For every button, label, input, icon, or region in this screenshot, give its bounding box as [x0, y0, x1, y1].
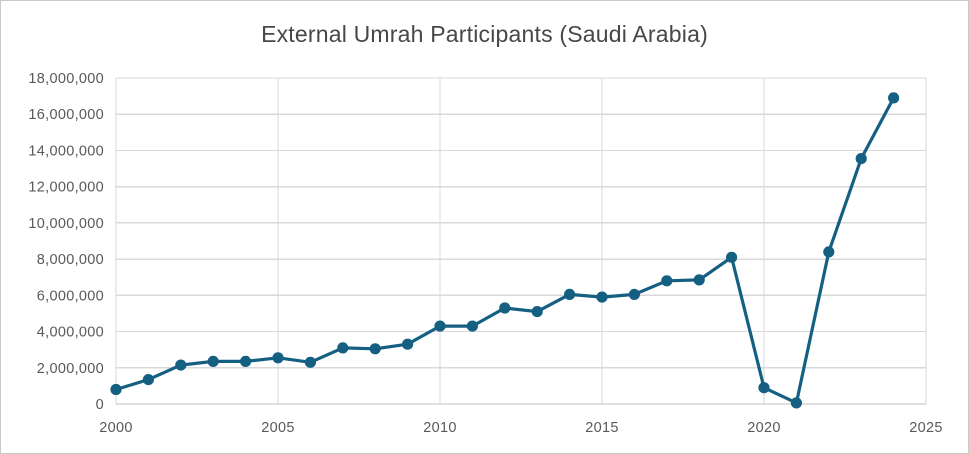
data-point-marker	[596, 291, 608, 303]
data-point-marker	[726, 251, 738, 263]
x-axis-tick-label: 2015	[585, 420, 618, 436]
y-axis-tick-label: 4,000,000	[37, 325, 104, 341]
data-point-marker	[823, 246, 835, 258]
data-point-marker	[434, 320, 446, 332]
data-point-marker	[304, 356, 316, 368]
series-line	[114, 96, 896, 405]
y-axis-tick-label: 2,000,000	[37, 361, 104, 377]
data-point-marker	[855, 153, 867, 165]
data-point-marker	[175, 359, 187, 371]
y-axis-tick-label: 6,000,000	[37, 288, 104, 304]
data-point-marker	[531, 306, 543, 318]
data-point-marker	[337, 342, 349, 354]
y-axis-tick-label: 10,000,000	[28, 216, 104, 232]
data-point-marker	[790, 397, 803, 409]
x-axis-tick-label: 2020	[747, 420, 780, 436]
data-point-marker	[661, 275, 673, 287]
y-axis-tick-label: 16,000,000	[28, 107, 104, 123]
y-axis-tick-label: 14,000,000	[28, 143, 104, 159]
chart-title: External Umrah Participants (Saudi Arabi…	[261, 21, 708, 47]
x-axis-tick-label: 2010	[423, 420, 456, 436]
x-axis-tick-label: 2000	[99, 420, 132, 436]
x-axis-tick-label: 2025	[909, 420, 942, 436]
y-axis-tick-label: 0	[96, 397, 104, 413]
data-point-marker	[628, 288, 641, 300]
data-point-marker	[207, 355, 219, 367]
data-point-marker	[693, 274, 705, 286]
y-axis-tick-label: 8,000,000	[37, 252, 104, 268]
data-point-marker	[888, 92, 900, 104]
x-axis-tick-label: 2005	[261, 420, 294, 436]
data-point-marker	[564, 288, 576, 300]
data-point-marker	[758, 382, 770, 394]
data-point-marker	[499, 302, 511, 314]
y-axis-tick-label: 18,000,000	[28, 71, 104, 87]
y-axis-tick-label: 12,000,000	[28, 180, 104, 196]
data-point-marker	[142, 374, 154, 386]
data-point-marker	[240, 355, 252, 367]
data-point-marker	[110, 383, 122, 396]
data-point-marker	[369, 343, 381, 355]
data-point-marker	[466, 320, 478, 332]
data-point-marker	[272, 352, 284, 364]
data-point-marker	[402, 338, 414, 350]
